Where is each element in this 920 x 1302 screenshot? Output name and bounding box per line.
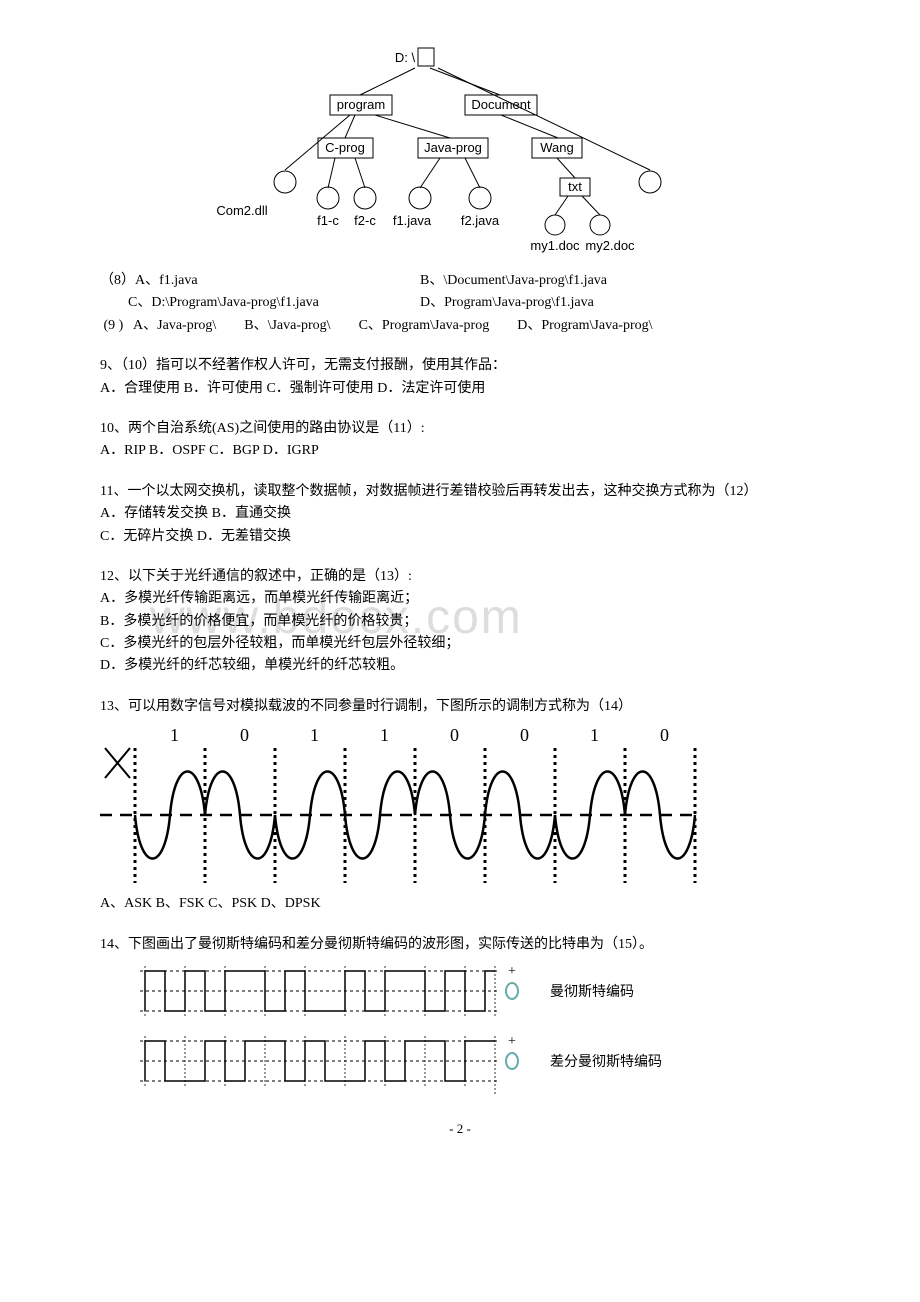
- q8-opt-b: B、\Document\Java-prog\f1.java: [420, 270, 607, 292]
- svg-text:Java-prog: Java-prog: [424, 140, 482, 155]
- q8-opt-d: D、Program\Java-prog\f1.java: [420, 292, 594, 314]
- svg-text:Com2.dll: Com2.dll: [216, 203, 267, 218]
- q11-opts1: A．存储转发交换 B．直通交换: [100, 503, 820, 525]
- svg-text:f2.java: f2.java: [461, 213, 500, 228]
- svg-text:program: program: [337, 97, 385, 112]
- q9b-stem: 9、（10）指可以不经著作权人许可，无需支付报酬，使用其作品：: [100, 355, 820, 377]
- svg-text:差分曼彻斯特编码: 差分曼彻斯特编码: [550, 1054, 662, 1070]
- svg-text:+: +: [508, 1034, 516, 1049]
- q13-stem: 13、可以用数字信号对模拟载波的不同参量时行调制，下图所示的调制方式称为（14）: [100, 696, 820, 718]
- svg-text:my2.doc: my2.doc: [585, 238, 635, 253]
- svg-text:Document: Document: [471, 97, 531, 112]
- page-number: - 2 -: [100, 1121, 820, 1137]
- modulation-waveform: 1 0 1 1 0 0 1 0: [100, 723, 700, 888]
- q12-d: D．多模光纤的纤芯较细，单模光纤的纤芯较粗。: [100, 655, 820, 677]
- svg-text:D: \: D: \: [395, 50, 416, 65]
- q8-opt-c: C、D:\Program\Java-prog\f1.java: [100, 292, 420, 314]
- svg-text:my1.doc: my1.doc: [530, 238, 580, 253]
- svg-text:1: 1: [380, 725, 389, 745]
- q10-stem: 10、两个自治系统(AS)之间使用的路由协议是（11）:: [100, 418, 820, 440]
- q12-b: B．多模光纤的价格便宜，而单模光纤的价格较贵；: [100, 611, 820, 633]
- svg-text:1: 1: [310, 725, 319, 745]
- svg-text:0: 0: [450, 725, 459, 745]
- svg-text:f1.java: f1.java: [393, 213, 432, 228]
- q12-c: C．多模光纤的包层外径较粗，而单模光纤包层外径较细；: [100, 633, 820, 655]
- q9b-opts: A．合理使用 B．许可使用 C．强制许可使用 D．法定许可使用: [100, 378, 820, 400]
- q11-opts2: C．无碎片交换 D．无差错交换: [100, 526, 820, 548]
- svg-text:txt: txt: [568, 179, 582, 194]
- svg-text:+: +: [508, 964, 516, 979]
- svg-text:0: 0: [520, 725, 529, 745]
- question-9b: 9、（10）指可以不经著作权人许可，无需支付报酬，使用其作品： A．合理使用 B…: [100, 355, 820, 400]
- q9-options: (9 ) A、Java-prog\ B、\Java-prog\ C、Progra…: [100, 315, 820, 337]
- manchester-waveform: + 曼彻斯特编码 + 差分曼彻斯特编码: [130, 961, 690, 1101]
- svg-text:f2-c: f2-c: [354, 213, 376, 228]
- question-10: 10、两个自治系统(AS)之间使用的路由协议是（11）: A．RIP B．OSP…: [100, 418, 820, 463]
- question-12: 12、以下关于光纤通信的叙述中，正确的是（13）: A．多模光纤传输距离远，而单…: [100, 566, 820, 678]
- q11-stem: 11、一个以太网交换机，读取整个数据帧，对数据帧进行差错校验后再转发出去，这种交…: [100, 481, 820, 503]
- svg-text:曼彻斯特编码: 曼彻斯特编码: [550, 984, 634, 1000]
- q12-stem: 12、以下关于光纤通信的叙述中，正确的是（13）:: [100, 566, 820, 588]
- question-8-options: （8）A、f1.java B、\Document\Java-prog\f1.ja…: [100, 270, 820, 337]
- directory-tree-diagram: D: \ program Document Com2.dll: [180, 40, 740, 260]
- question-14: 14、下图画出了曼彻斯特编码和差分曼彻斯特编码的波形图，实际传送的比特串为（15…: [100, 934, 820, 1101]
- question-11: 11、一个以太网交换机，读取整个数据帧，对数据帧进行差错校验后再转发出去，这种交…: [100, 481, 820, 548]
- q13-opts: A、ASK B、FSK C、PSK D、DPSK: [100, 893, 820, 915]
- question-13: 13、可以用数字信号对模拟载波的不同参量时行调制，下图所示的调制方式称为（14）…: [100, 696, 820, 916]
- q12-a: A．多模光纤传输距离远，而单模光纤传输距离近；: [100, 588, 820, 610]
- svg-text:1: 1: [590, 725, 599, 745]
- svg-text:C-prog: C-prog: [325, 140, 365, 155]
- q8-opt-a: （8）A、f1.java: [100, 270, 420, 292]
- svg-text:0: 0: [240, 725, 249, 745]
- svg-text:1: 1: [170, 725, 179, 745]
- q14-stem: 14、下图画出了曼彻斯特编码和差分曼彻斯特编码的波形图，实际传送的比特串为（15…: [100, 934, 820, 956]
- q10-opts: A．RIP B．OSPF C．BGP D．IGRP: [100, 440, 820, 462]
- svg-text:Wang: Wang: [540, 140, 573, 155]
- svg-text:f1-c: f1-c: [317, 213, 339, 228]
- svg-text:0: 0: [660, 725, 669, 745]
